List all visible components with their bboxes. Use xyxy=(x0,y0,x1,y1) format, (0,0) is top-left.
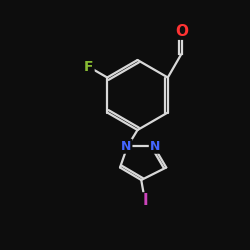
Text: N: N xyxy=(150,140,160,153)
Text: F: F xyxy=(84,60,94,74)
Text: N: N xyxy=(121,140,132,153)
Text: I: I xyxy=(142,194,148,208)
Text: O: O xyxy=(175,24,188,39)
